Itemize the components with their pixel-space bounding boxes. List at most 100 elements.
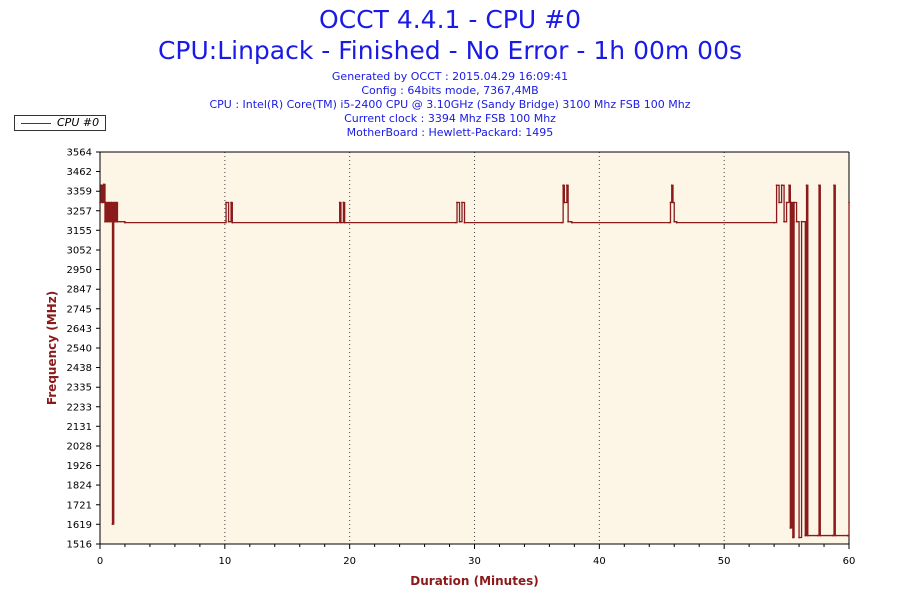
info-generated: Generated by OCCT : 2015.04.29 16:09:41 [331, 70, 569, 83]
y-tick-label: 3359 [67, 187, 92, 198]
data-point [806, 534, 809, 537]
info-current-clock: Current clock : 3394 Mhz FSB 100 Mhz [344, 112, 556, 125]
info-motherboard: MotherBoard : Hewlett-Packard: 1495 [346, 126, 554, 139]
y-tick-label: 2028 [67, 442, 92, 453]
data-point [775, 184, 778, 187]
y-tick-label: 2335 [67, 383, 92, 394]
data-point [562, 184, 565, 187]
data-point [461, 201, 463, 204]
data-point [338, 201, 341, 204]
data-point [340, 221, 342, 224]
y-tick-label: 1824 [67, 481, 92, 492]
data-point [231, 221, 234, 224]
y-axis-title: Frequency (MHz) [45, 291, 59, 405]
data-point [560, 221, 563, 224]
data-point [565, 184, 568, 187]
data-point [570, 221, 573, 224]
data-point [793, 201, 795, 204]
chart-subtitle: CPU:Linpack - Finished - No Error - 1h 0… [157, 36, 743, 65]
info-config: Config : 64bits mode, 7367,4MB [361, 84, 539, 97]
data-point [780, 184, 783, 187]
y-tick-label: 1721 [67, 500, 92, 511]
data-point [673, 220, 676, 223]
data-point [110, 201, 113, 204]
data-point [783, 220, 785, 223]
data-point [563, 201, 566, 204]
data-point [672, 201, 674, 204]
data-point [456, 201, 458, 204]
data-point [846, 534, 849, 537]
data-point [111, 523, 114, 525]
y-tick-label: 3564 [67, 148, 92, 159]
data-point [818, 184, 820, 187]
y-tick-label: 2438 [67, 363, 92, 374]
data-point [798, 536, 800, 539]
y-tick-label: 2745 [67, 304, 92, 315]
x-tick-label: 10 [218, 556, 231, 567]
data-point [675, 221, 678, 224]
data-point [788, 184, 790, 187]
data-point [114, 220, 116, 223]
chart-title: OCCT 4.4.1 - CPU #0 [319, 5, 581, 34]
data-point [567, 220, 570, 223]
data-point [112, 201, 115, 204]
y-tick-label: 3257 [67, 206, 92, 217]
data-point [791, 536, 794, 539]
data-point [342, 201, 345, 204]
data-point [454, 221, 457, 224]
data-point [100, 184, 103, 187]
data-point [668, 221, 671, 224]
data-point [116, 220, 119, 223]
info-cpu: CPU : Intel(R) Core(TM) i5-2400 CPU @ 3.… [209, 98, 691, 111]
data-point [227, 220, 230, 223]
legend: CPU #0 [14, 115, 106, 131]
data-point [99, 201, 101, 204]
data-point [343, 221, 346, 224]
data-point [463, 221, 466, 224]
y-tick-label: 2233 [67, 402, 92, 413]
data-point [106, 220, 109, 223]
data-point [124, 221, 126, 224]
legend-swatch [21, 123, 51, 124]
data-point [804, 534, 807, 537]
y-tick-label: 3462 [67, 167, 92, 178]
data-point [795, 220, 798, 223]
data-point [790, 201, 793, 204]
data-point [819, 534, 822, 537]
data-point [785, 201, 788, 204]
legend-label: CPU #0 [57, 116, 100, 129]
x-tick-label: 60 [843, 556, 856, 567]
x-tick-label: 40 [593, 556, 606, 567]
data-point [833, 184, 835, 187]
y-tick-label: 3155 [67, 226, 92, 237]
data-point [670, 184, 673, 187]
data-point [800, 220, 803, 223]
y-tick-label: 1926 [67, 461, 92, 472]
data-point [105, 201, 108, 204]
x-axis-title: Duration (Minutes) [410, 574, 538, 588]
y-tick-label: 2131 [67, 422, 92, 433]
data-point [115, 201, 118, 204]
data-point [669, 201, 672, 204]
x-tick-label: 30 [468, 556, 481, 567]
y-tick-label: 2540 [67, 344, 92, 355]
data-point [223, 221, 226, 224]
x-tick-label: 50 [718, 556, 731, 567]
x-tick-label: 20 [343, 556, 356, 567]
data-point [230, 201, 232, 204]
data-point [816, 534, 819, 537]
data-point [848, 201, 850, 204]
data-point [789, 527, 792, 529]
y-tick-label: 2847 [67, 285, 92, 296]
y-tick-label: 1619 [67, 520, 92, 531]
data-point [107, 201, 110, 204]
data-point [225, 201, 227, 204]
data-point [109, 220, 111, 223]
y-tick-label: 3052 [67, 246, 92, 257]
data-point [831, 534, 834, 537]
y-tick-label: 2643 [67, 324, 92, 335]
y-tick-label: 1516 [67, 540, 92, 551]
x-tick-label: 0 [97, 556, 103, 567]
data-point [834, 534, 837, 537]
